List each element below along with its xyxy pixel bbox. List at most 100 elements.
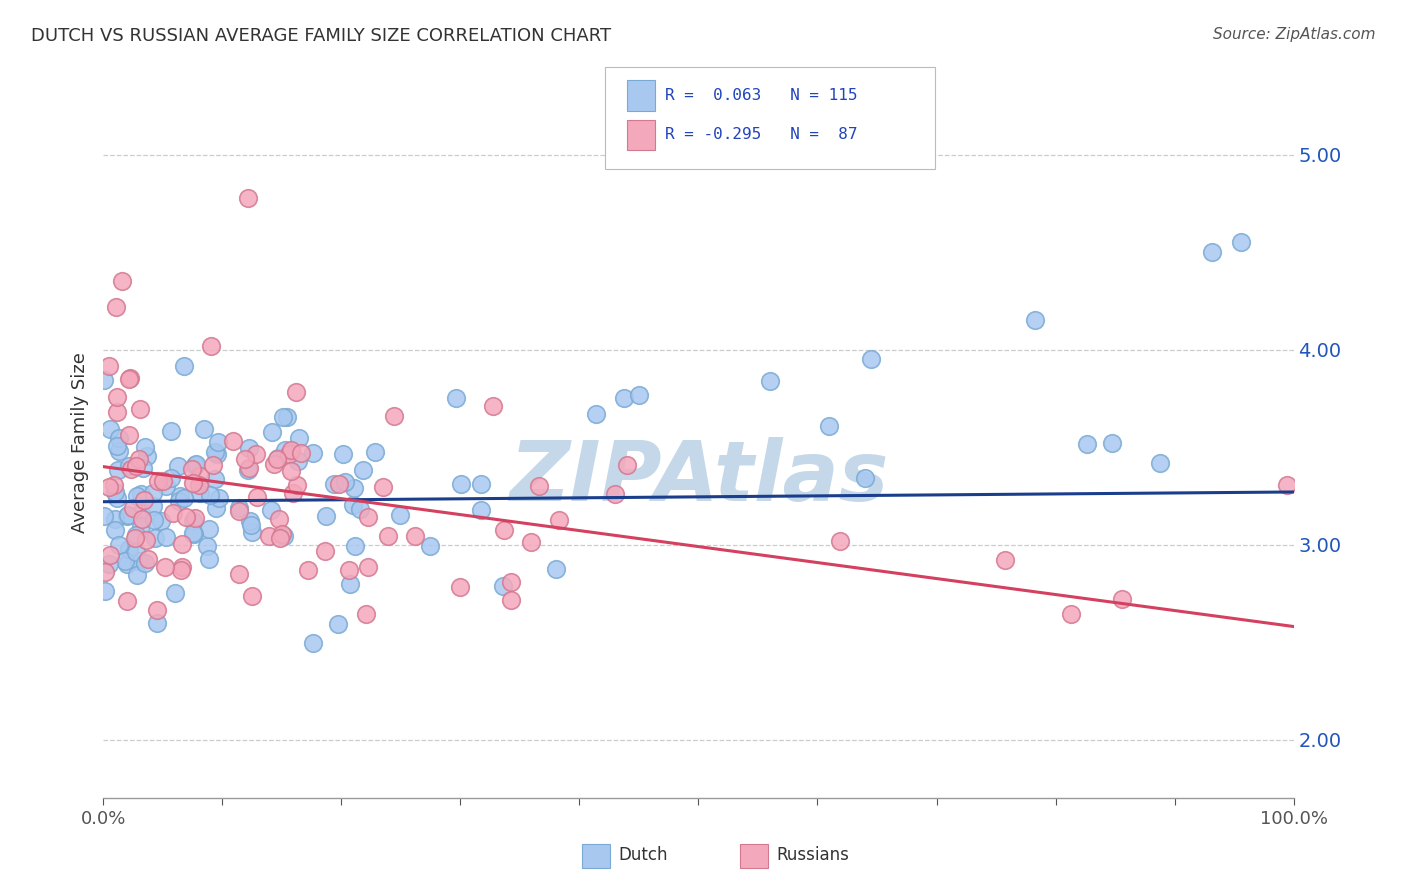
Point bbox=[263, 457, 285, 471]
Point bbox=[127, 568, 149, 582]
Y-axis label: Average Family Size: Average Family Size bbox=[72, 351, 89, 533]
Point bbox=[337, 563, 360, 577]
Point bbox=[118, 370, 141, 384]
Point bbox=[315, 508, 337, 523]
Point bbox=[388, 508, 411, 523]
Point bbox=[136, 551, 159, 566]
Point bbox=[146, 474, 169, 488]
Point bbox=[169, 489, 191, 503]
Point bbox=[603, 487, 626, 501]
Point bbox=[280, 465, 302, 479]
Point bbox=[222, 434, 245, 448]
Point bbox=[1101, 436, 1123, 450]
Point bbox=[162, 506, 184, 520]
Point bbox=[266, 450, 288, 465]
Point bbox=[98, 549, 121, 563]
Point bbox=[1201, 245, 1223, 260]
Point bbox=[205, 447, 228, 461]
Point bbox=[238, 460, 260, 475]
Point bbox=[492, 523, 515, 537]
Point bbox=[257, 529, 280, 543]
Point bbox=[187, 478, 209, 492]
Point bbox=[322, 477, 344, 491]
Point bbox=[107, 439, 129, 453]
Point bbox=[613, 391, 636, 405]
Point bbox=[627, 388, 650, 402]
Point bbox=[357, 509, 380, 524]
Point bbox=[184, 457, 207, 471]
Point bbox=[238, 190, 260, 204]
Point bbox=[405, 529, 427, 543]
Point bbox=[364, 445, 387, 459]
Point bbox=[314, 544, 336, 558]
Point bbox=[160, 470, 183, 484]
Point bbox=[343, 540, 366, 554]
Point bbox=[141, 499, 163, 513]
Point bbox=[94, 565, 117, 579]
Point bbox=[120, 462, 142, 476]
Point bbox=[181, 515, 204, 529]
Point bbox=[382, 409, 405, 424]
Point bbox=[267, 511, 290, 525]
Point bbox=[115, 509, 138, 524]
Point bbox=[180, 462, 202, 476]
Point bbox=[115, 594, 138, 608]
Point bbox=[240, 524, 263, 539]
Point bbox=[173, 359, 195, 374]
Point bbox=[124, 528, 146, 542]
Point bbox=[377, 529, 399, 543]
Point bbox=[302, 636, 325, 650]
Point bbox=[269, 531, 291, 545]
Point bbox=[205, 501, 228, 516]
Point bbox=[332, 447, 354, 461]
Point bbox=[207, 434, 229, 449]
Point bbox=[127, 489, 149, 503]
Point bbox=[202, 458, 225, 472]
Point bbox=[115, 558, 138, 572]
Point bbox=[470, 477, 492, 491]
Point bbox=[246, 491, 269, 505]
Text: ZIPAtlas: ZIPAtlas bbox=[509, 437, 889, 518]
Point bbox=[239, 515, 262, 529]
Point bbox=[104, 300, 127, 314]
Point bbox=[108, 538, 131, 552]
Point bbox=[240, 589, 263, 603]
Point bbox=[356, 607, 378, 622]
Point bbox=[283, 486, 305, 500]
Point bbox=[145, 615, 167, 630]
Text: R =  0.063   N = 115: R = 0.063 N = 115 bbox=[665, 88, 858, 103]
Point bbox=[142, 486, 165, 500]
Point bbox=[1059, 607, 1081, 622]
Point bbox=[333, 475, 356, 489]
Point bbox=[129, 506, 152, 520]
Point bbox=[184, 458, 207, 473]
Text: R = -0.295   N =  87: R = -0.295 N = 87 bbox=[665, 128, 858, 142]
Point bbox=[105, 390, 128, 404]
Point bbox=[167, 458, 190, 473]
Point bbox=[181, 476, 204, 491]
Point bbox=[859, 352, 882, 367]
Point bbox=[198, 487, 221, 501]
Point bbox=[107, 431, 129, 445]
Point bbox=[198, 522, 221, 536]
Point bbox=[198, 552, 221, 566]
Point bbox=[527, 478, 550, 492]
Text: Source: ZipAtlas.com: Source: ZipAtlas.com bbox=[1212, 27, 1375, 42]
Point bbox=[131, 487, 153, 501]
Point bbox=[266, 452, 288, 467]
Point bbox=[97, 480, 120, 494]
Point bbox=[131, 518, 153, 533]
Point bbox=[273, 529, 295, 543]
Point bbox=[278, 447, 301, 461]
Point bbox=[173, 491, 195, 505]
Point bbox=[280, 442, 302, 457]
Point bbox=[111, 274, 134, 288]
Point bbox=[188, 468, 211, 483]
Point bbox=[190, 485, 212, 500]
Point bbox=[343, 481, 366, 495]
Point bbox=[132, 461, 155, 475]
Point bbox=[297, 563, 319, 577]
Point bbox=[169, 563, 191, 577]
Point bbox=[245, 447, 267, 461]
Point bbox=[342, 498, 364, 512]
